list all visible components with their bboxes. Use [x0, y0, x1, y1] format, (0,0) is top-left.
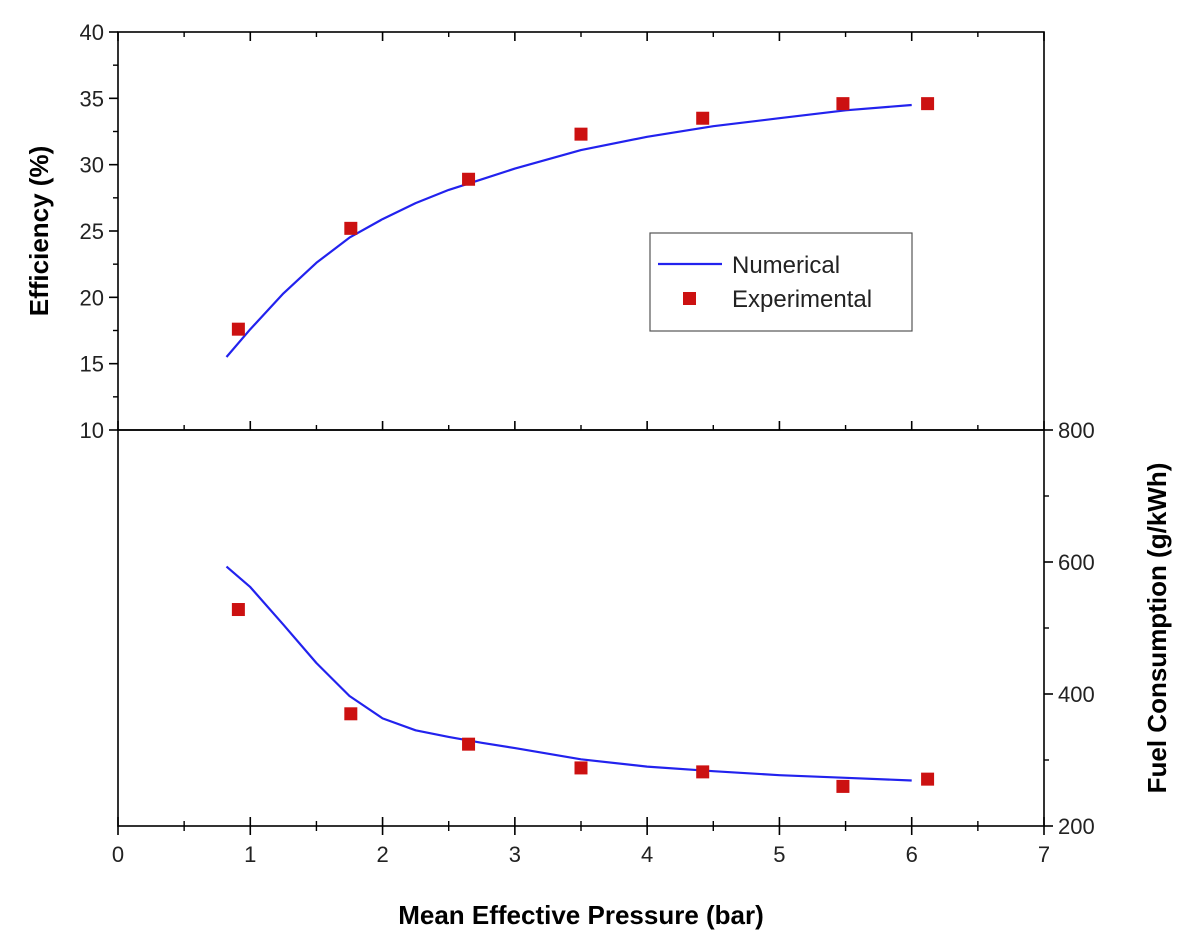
xtick-label: 1	[244, 842, 256, 867]
fuel-consumption-panel: 200 400 600 800	[117, 418, 1095, 839]
fuel-experimental-point	[836, 779, 850, 793]
efficiency-experimental-point	[231, 322, 245, 336]
x-axis-title: Mean Effective Pressure (bar)	[398, 900, 764, 930]
efficiency-ytick-label: 10	[80, 418, 104, 443]
xtick-label: 6	[906, 842, 918, 867]
fuel-numerical-line	[225, 565, 912, 782]
legend-experimental-label: Experimental	[732, 286, 872, 313]
fuel-ytick-label: 600	[1058, 550, 1095, 575]
efficiency-panel: 10 15 20 25 30 35 40	[80, 20, 1045, 443]
fuel-ytick-label: 800	[1058, 418, 1095, 443]
legend-box	[649, 232, 913, 332]
x-axis: 0 1 2 3 4 5 6 7	[112, 826, 1050, 867]
efficiency-plot-frame	[117, 31, 1045, 431]
fuel-ytick-label: 200	[1058, 814, 1095, 839]
fuel-experimental-point	[344, 707, 358, 721]
efficiency-experimental-point	[462, 172, 476, 186]
legend-experimental-marker	[683, 292, 696, 305]
fuel-experimental-point	[696, 765, 710, 779]
xtick-label: 2	[376, 842, 388, 867]
fuel-experimental-point	[921, 772, 935, 786]
fuel-experimental-point	[462, 737, 476, 751]
fuel-consumption-axis-title: Fuel Consumption (g/kWh)	[1142, 463, 1172, 794]
legend-numerical-label: Numerical	[732, 252, 840, 279]
xtick-label: 7	[1038, 842, 1050, 867]
efficiency-axis-title: Efficiency (%)	[24, 146, 54, 317]
efficiency-ytick-label: 20	[80, 285, 104, 310]
efficiency-experimental-point	[574, 127, 588, 141]
efficiency-experimental-point	[921, 97, 935, 111]
xtick-label: 5	[773, 842, 785, 867]
fuel-experimental-point	[574, 761, 588, 775]
xtick-label: 4	[641, 842, 653, 867]
xtick-label: 0	[112, 842, 124, 867]
fuel-ytick-label: 400	[1058, 682, 1095, 707]
legend: Numerical Experimental	[649, 232, 913, 332]
efficiency-ytick-label: 35	[80, 86, 104, 111]
efficiency-experimental-point	[344, 221, 358, 235]
fuel-experimental-point	[231, 603, 245, 617]
efficiency-ytick-label: 15	[80, 352, 104, 377]
efficiency-experimental-point	[696, 111, 710, 125]
xtick-label: 3	[509, 842, 521, 867]
efficiency-ytick-label: 30	[80, 153, 104, 178]
efficiency-ytick-label: 40	[80, 20, 104, 45]
efficiency-ytick-label: 25	[80, 219, 104, 244]
efficiency-experimental-point	[836, 97, 850, 111]
